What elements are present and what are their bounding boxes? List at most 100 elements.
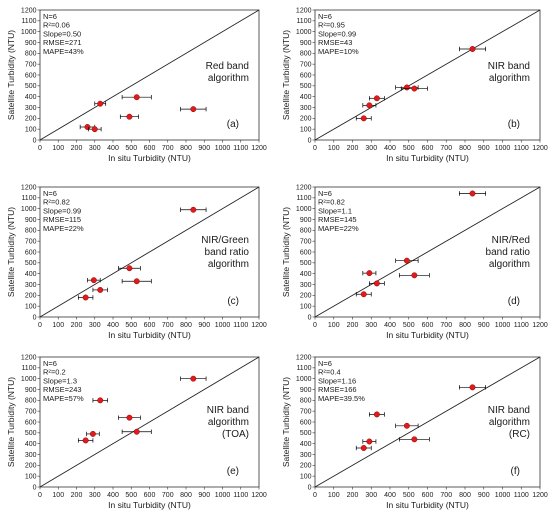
stat-line: Slope=0.99 (43, 206, 81, 215)
y-tick-label: 500 (300, 83, 312, 90)
y-tick-label: 900 (300, 217, 312, 224)
x-tick-label: 100 (328, 492, 340, 499)
data-point (469, 384, 476, 391)
chart-panel-b: 0 100 200 300 400 500 600 700 800 900 1000 1100 1200… (281, 7, 548, 163)
y-tick-label: 700 (25, 239, 37, 246)
data-point (190, 206, 197, 213)
y-tick-label: 800 (25, 51, 37, 58)
stat-line: MAPE=10% (318, 47, 359, 56)
stat-line: N=6 (318, 359, 332, 368)
y-tick-label: 100 (300, 304, 312, 311)
x-tick-label: 1200 (251, 145, 267, 152)
y-tick-label: 700 (25, 409, 37, 416)
y-tick-label: 900 (300, 387, 312, 394)
data-point (126, 113, 133, 120)
x-tick-label: 0 (313, 492, 317, 499)
stat-line: Slope=0.50 (43, 29, 81, 38)
y-axis-label: Satellite Turbidity (NTU) (281, 30, 291, 120)
x-tick-label: 600 (144, 145, 156, 152)
chart-panel-f: 0 100 200 300 400 500 600 700 800 900 1000 1100 1200… (281, 354, 548, 510)
data-point (373, 95, 380, 102)
x-tick-label: 200 (71, 145, 83, 152)
y-tick-label: 1000 (296, 376, 312, 383)
y-tick-label: 1200 (296, 354, 312, 361)
x-tick-label: 700 (162, 322, 174, 329)
x-tick-label: 600 (144, 492, 156, 499)
data-point (90, 277, 97, 284)
algorithm-label: algorithm (489, 417, 530, 428)
x-tick-label: 500 (125, 145, 137, 152)
chart-panel-d: 0 100 200 300 400 500 600 700 800 900 1000 1100 1200… (281, 184, 548, 340)
data-point (190, 375, 197, 382)
y-tick-label: 700 (300, 62, 312, 69)
one-to-one-line (314, 186, 541, 318)
data-point (469, 46, 476, 52)
y-tick-label: 0 (308, 314, 312, 321)
panel-label: (e) (227, 466, 239, 477)
one-to-one-line (39, 186, 260, 318)
one-to-one-line (314, 356, 541, 488)
y-tick-label: 100 (25, 474, 37, 481)
y-tick-label: 1000 (296, 206, 312, 213)
y-axis-label: Satellite Turbidity (NTU) (6, 30, 16, 120)
x-tick-label: 800 (180, 322, 192, 329)
x-tick-label: 500 (403, 492, 415, 499)
y-tick-label: 600 (25, 419, 37, 426)
data-point (366, 270, 373, 277)
x-tick-label: 1200 (532, 492, 548, 499)
x-tick-label: 800 (180, 145, 192, 152)
data-point (133, 278, 140, 285)
x-tick-label: 700 (162, 145, 174, 152)
y-tick-label: 100 (300, 474, 312, 481)
data-point (469, 190, 476, 197)
data-point (89, 430, 96, 437)
x-tick-label: 1000 (215, 145, 231, 152)
x-tick-label: 800 (459, 322, 471, 329)
data-point (82, 294, 89, 301)
x-tick-label: 400 (107, 322, 119, 329)
data-point (403, 257, 410, 264)
y-axis-label: Satellite Turbidity (NTU) (6, 207, 16, 297)
stat-line: N=6 (43, 359, 57, 368)
stat-line: RMSE=43 (318, 38, 352, 47)
x-tick-label: 1100 (233, 145, 248, 152)
x-tick-label: 600 (422, 145, 434, 152)
x-axis-label: In situ Turbidity (NTU) (108, 153, 191, 163)
data-point (373, 411, 380, 418)
y-tick-label: 1200 (296, 7, 312, 14)
x-tick-label: 200 (71, 492, 83, 499)
stat-line: RMSE=115 (43, 215, 81, 224)
x-tick-label: 1200 (251, 492, 267, 499)
data-point (84, 124, 91, 130)
y-tick-label: 300 (300, 282, 312, 289)
x-tick-label: 1000 (495, 322, 511, 329)
one-to-one-line (39, 9, 260, 141)
x-tick-label: 700 (440, 145, 452, 152)
y-tick-label: 900 (300, 40, 312, 47)
algorithm-label: algorithm (208, 73, 249, 84)
y-tick-label: 200 (300, 116, 312, 123)
panel-label: (a) (227, 119, 239, 130)
y-tick-label: 0 (308, 484, 312, 491)
x-tick-label: 1100 (233, 322, 248, 329)
x-tick-label: 300 (365, 145, 377, 152)
y-tick-label: 1100 (296, 195, 311, 202)
x-tick-label: 900 (198, 492, 210, 499)
x-tick-label: 400 (384, 145, 396, 152)
algorithm-label: NIR/Green (201, 235, 249, 246)
y-tick-label: 1100 (21, 18, 36, 25)
x-tick-label: 200 (347, 145, 359, 152)
panel-label: (c) (227, 296, 239, 307)
x-tick-label: 400 (107, 145, 119, 152)
data-point (82, 437, 89, 444)
y-tick-label: 300 (25, 105, 37, 112)
y-tick-label: 200 (300, 293, 312, 300)
y-tick-label: 1200 (21, 184, 37, 191)
x-tick-label: 800 (459, 492, 471, 499)
x-tick-label: 700 (440, 322, 452, 329)
y-tick-label: 1100 (296, 365, 311, 372)
stat-line: RMSE=145 (318, 215, 357, 224)
y-tick-label: 1200 (296, 184, 312, 191)
y-tick-label: 500 (25, 83, 37, 90)
